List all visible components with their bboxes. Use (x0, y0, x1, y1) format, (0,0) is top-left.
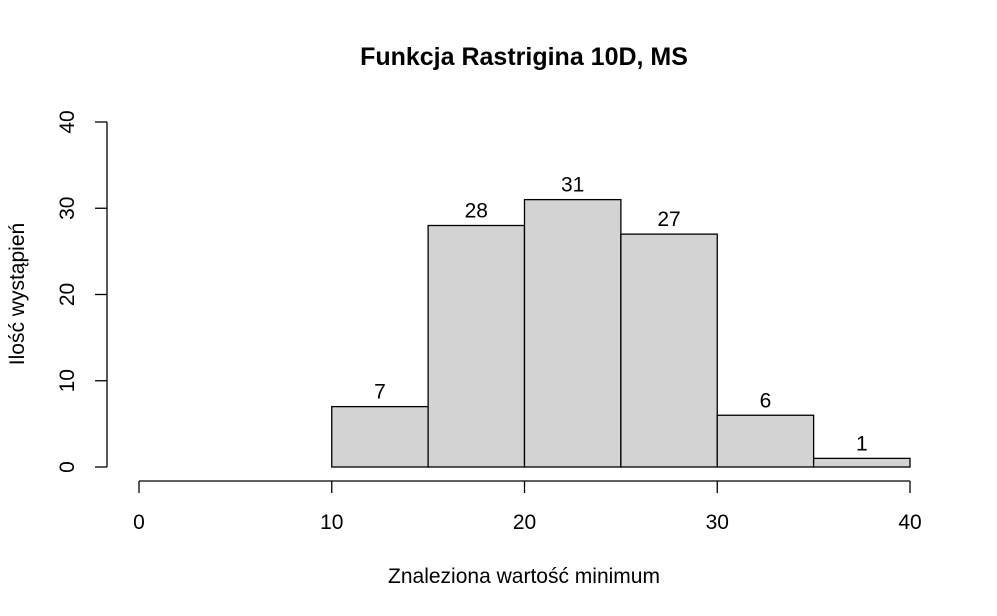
histogram-bar (812, 457, 911, 468)
x-tick-label: 30 (706, 511, 729, 534)
histogram-bar (716, 414, 815, 468)
histogram-bar (331, 405, 429, 468)
y-tick-label: 0 (56, 461, 79, 473)
bar-count-label: 7 (374, 381, 386, 404)
x-tick-label: 10 (320, 511, 343, 534)
bar-count-label: 6 (760, 389, 772, 412)
y-tick-label: 40 (56, 110, 79, 133)
x-tick-label: 40 (898, 511, 921, 534)
y-axis-label: Ilość wystąpień (6, 223, 29, 365)
x-tick-label: 0 (133, 511, 145, 534)
x-tick-label: 20 (513, 511, 536, 534)
y-tick-label: 10 (56, 369, 79, 392)
chart-title: Funkcja Rastrigina 10D, MS (360, 43, 688, 71)
histogram-bar (620, 233, 718, 468)
bar-count-label: 28 (465, 200, 488, 223)
y-tick-label: 20 (56, 283, 79, 306)
histogram-bar (427, 224, 526, 468)
bar-count-label: 31 (561, 174, 584, 197)
y-tick-label: 30 (56, 197, 79, 220)
x-axis: 0 10 20 30 40 (133, 480, 922, 534)
y-axis: 0 10 20 30 40 (56, 110, 108, 473)
x-axis-label: Znaleziona wartość minimum (388, 565, 660, 588)
bar-count-label: 1 (856, 432, 868, 455)
histogram-bar (523, 198, 622, 468)
bar-count-label: 27 (657, 208, 680, 231)
plot-area: 7 28 31 27 6 1 (331, 174, 911, 468)
